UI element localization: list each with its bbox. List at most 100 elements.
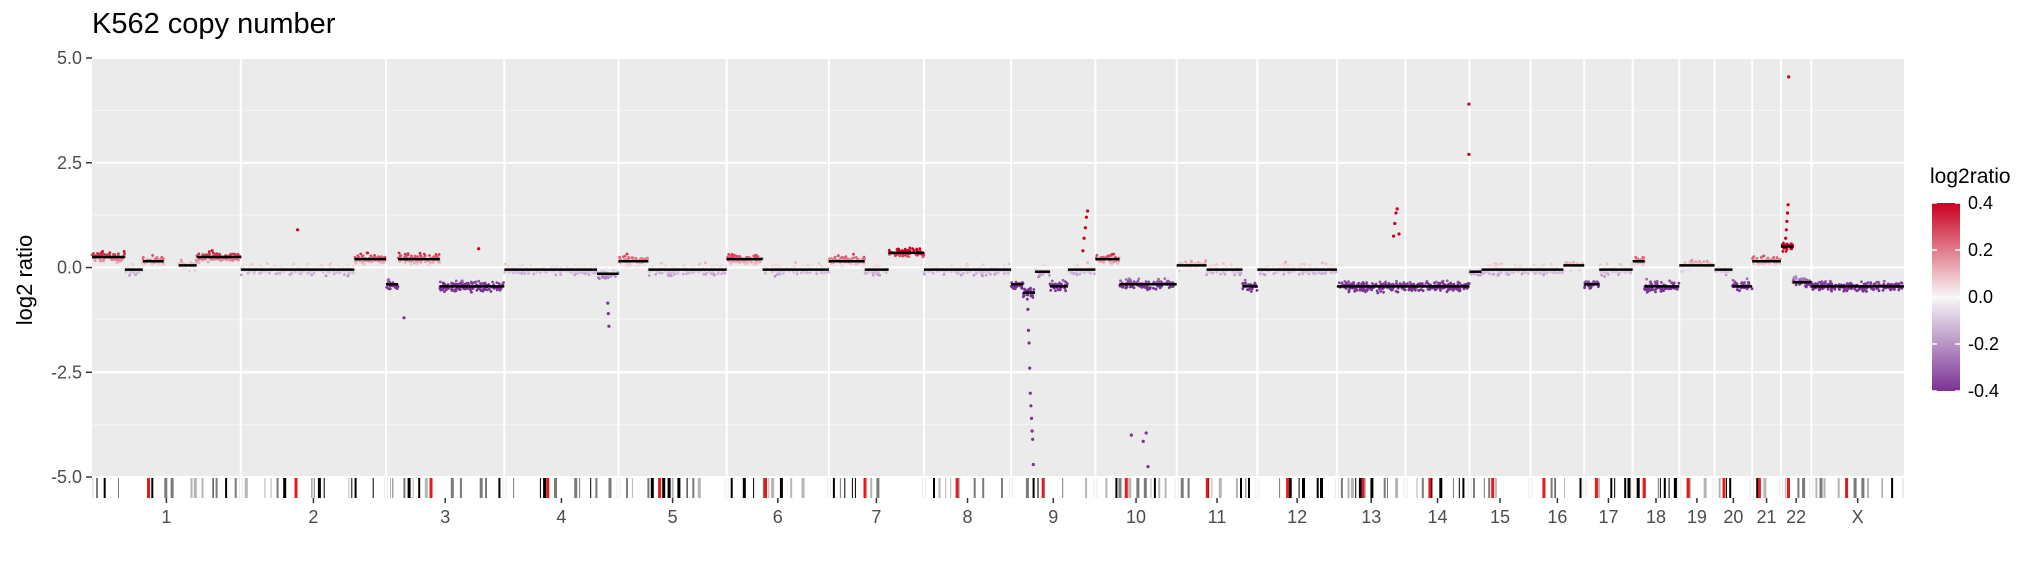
- data-point: [1026, 293, 1030, 297]
- chromosome-band: [170, 478, 174, 498]
- data-point: [1675, 287, 1679, 290]
- chromosome-band: [662, 478, 666, 498]
- chromosome-band: [1235, 478, 1238, 498]
- data-point: [514, 270, 518, 274]
- data-point: [1846, 287, 1850, 290]
- data-point: [921, 255, 925, 259]
- data-point: [1417, 289, 1421, 292]
- data-point: [354, 261, 358, 265]
- data-point: [272, 266, 276, 269]
- chromosome-band: [1118, 478, 1122, 498]
- data-point: [377, 255, 380, 259]
- data-point: [795, 264, 798, 268]
- centromere-band: [1787, 478, 1790, 498]
- data-point: [1555, 265, 1558, 268]
- data-point: [685, 272, 688, 276]
- centromere-band: [1542, 478, 1546, 498]
- data-point: [1288, 271, 1291, 275]
- data-point: [1526, 272, 1530, 275]
- data-point: [516, 271, 520, 275]
- data-point: [930, 265, 934, 269]
- data-point: [962, 271, 965, 275]
- chromosome-band: [631, 478, 633, 498]
- data-point: [1533, 272, 1537, 275]
- data-point: [1208, 264, 1212, 267]
- data-point: [241, 264, 245, 268]
- data-point: [1407, 288, 1411, 292]
- data-point: [1654, 288, 1657, 291]
- data-point: [348, 265, 351, 269]
- chromosome-band: [1350, 478, 1354, 498]
- data-point: [450, 288, 453, 291]
- data-point: [1724, 273, 1728, 277]
- data-point: [134, 273, 138, 277]
- data-point: [397, 251, 401, 255]
- data-point: [1184, 260, 1188, 264]
- data-point: [1147, 286, 1150, 290]
- data-point: [503, 262, 507, 266]
- data-point: [1009, 284, 1013, 288]
- data-point: [1239, 265, 1243, 268]
- data-point: [864, 265, 867, 269]
- chromosome-band: [479, 478, 483, 498]
- chromosome-band-bg: [830, 478, 922, 498]
- legend-tick-label: -0.2: [1968, 334, 1999, 354]
- data-point: [660, 265, 663, 269]
- data-point: [1272, 264, 1276, 268]
- data-point: [237, 258, 240, 262]
- data-point: [1249, 290, 1253, 293]
- chromosome-band: [1211, 478, 1213, 498]
- data-point: [1821, 287, 1824, 291]
- data-point: [1050, 279, 1054, 283]
- data-point: [343, 273, 346, 276]
- data-point: [373, 253, 376, 257]
- data-point: [985, 270, 989, 274]
- data-point: [1503, 265, 1507, 269]
- data-point: [1829, 288, 1833, 291]
- chromosome-band: [677, 478, 681, 498]
- data-point: [296, 265, 300, 268]
- minor-gridlines: [92, 109, 1904, 426]
- data-point: [394, 285, 398, 288]
- centromere-band: [1491, 478, 1495, 498]
- x-tick-label: 1: [161, 507, 171, 527]
- data-point: [470, 290, 473, 294]
- data-point: [1655, 279, 1659, 283]
- data-point: [1129, 285, 1132, 289]
- data-point: [1775, 256, 1779, 259]
- chromosome-band: [1837, 478, 1840, 498]
- data-point: [359, 252, 363, 256]
- legend-tick-label: 0.2: [1968, 240, 1993, 260]
- data-point: [1236, 270, 1240, 274]
- chromosome-band: [1815, 478, 1818, 498]
- data-point: [1623, 265, 1627, 269]
- data-point: [294, 270, 297, 274]
- data-point: [938, 266, 942, 269]
- data-point: [1499, 270, 1503, 274]
- data-point: [1826, 287, 1830, 291]
- data-point: [345, 265, 348, 269]
- data-point: [559, 273, 563, 276]
- data-point: [481, 282, 484, 285]
- data-point: [155, 256, 159, 260]
- data-point: [1324, 262, 1328, 266]
- data-point: [403, 260, 407, 264]
- data-point: [906, 249, 909, 253]
- outlier-point: [606, 301, 610, 305]
- data-point: [1598, 263, 1602, 266]
- data-point: [1660, 289, 1663, 293]
- chromosome-band: [543, 478, 547, 498]
- chromosome-band: [1881, 478, 1883, 498]
- data-point: [908, 246, 912, 250]
- data-point: [613, 268, 617, 272]
- x-tick-label: 12: [1287, 507, 1307, 527]
- data-point: [844, 255, 848, 259]
- data-point: [1849, 287, 1853, 291]
- chromosome-band: [1240, 478, 1242, 498]
- x-tick-label: 17: [1598, 507, 1618, 527]
- data-point: [1102, 261, 1106, 265]
- data-point: [443, 290, 446, 293]
- data-point: [273, 264, 276, 267]
- data-point: [623, 254, 627, 258]
- data-point: [1025, 297, 1029, 301]
